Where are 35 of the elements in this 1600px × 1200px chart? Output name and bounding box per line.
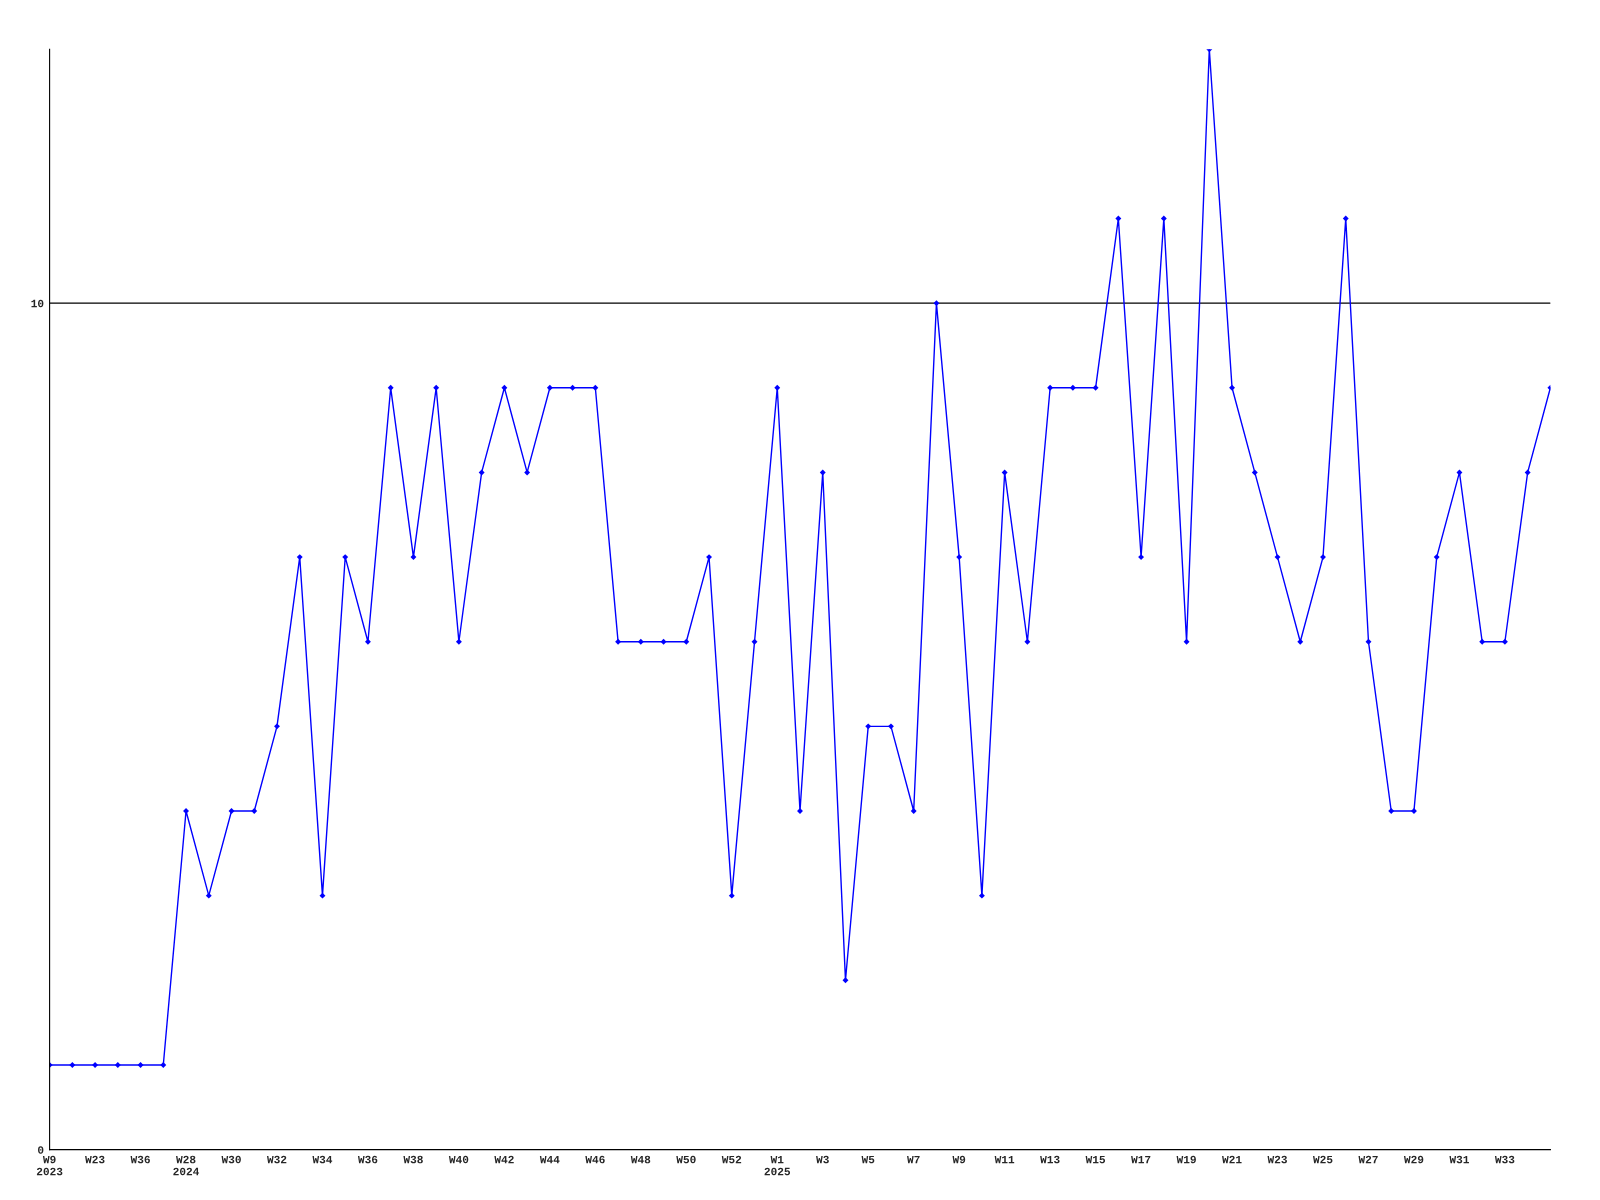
x-tick-label: W13 <box>1040 1155 1060 1164</box>
x-tick-label: W32 <box>266 1155 287 1164</box>
x-tick-label: W29 <box>1403 1155 1424 1164</box>
y-tick-label: 0 <box>38 1146 44 1154</box>
x-tick-label: W31 <box>1449 1155 1469 1164</box>
x-tick-label: W11 <box>994 1155 1015 1164</box>
x-tick-label: W27 <box>1358 1155 1378 1164</box>
y-tick-label: 10 <box>31 299 44 308</box>
x-tick-label: W34 <box>312 1155 333 1164</box>
x-tick-label: W38 <box>403 1155 423 1164</box>
x-tick-label: W23 <box>1267 1155 1287 1164</box>
x-tick-label: W40 <box>448 1155 469 1164</box>
x-tick-label: W21 <box>1222 1155 1242 1164</box>
x-tick-label: W9 <box>952 1155 966 1164</box>
x-tick-label: W25 <box>1313 1155 1333 1164</box>
x-tick-label: W33 <box>1494 1155 1515 1164</box>
x-tick-label: W44 <box>539 1155 560 1164</box>
x-tick-label: W3 <box>816 1155 829 1164</box>
x-tick-label: W50 <box>676 1155 696 1164</box>
x-tick-label: W42 <box>494 1155 514 1164</box>
x-tick-label: W1 2025 <box>764 1155 791 1176</box>
x-tick-label: W7 <box>907 1155 920 1164</box>
x-tick-label: W52 <box>721 1155 742 1164</box>
x-tick-label: W15 <box>1085 1155 1106 1164</box>
x-tick-label: W36 <box>130 1155 150 1164</box>
x-tick-label: W5 <box>861 1155 875 1164</box>
x-tick-label: W30 <box>221 1155 241 1164</box>
x-tick-label: W28 2024 <box>173 1155 200 1176</box>
x-tick-label: W19 <box>1176 1155 1196 1164</box>
x-tick-label: W36 <box>357 1155 378 1164</box>
x-tick-label: W9 2023 <box>36 1155 63 1176</box>
x-tick-label: W48 <box>630 1155 651 1164</box>
x-tick-label: W17 <box>1131 1155 1151 1164</box>
x-tick-label: W46 <box>585 1155 605 1164</box>
x-tick-label: W23 <box>85 1155 105 1164</box>
